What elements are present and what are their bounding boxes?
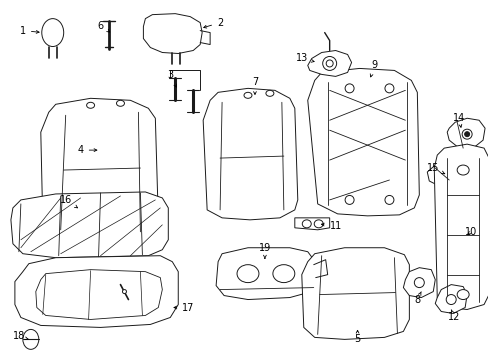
Ellipse shape bbox=[461, 129, 471, 139]
Text: 2: 2 bbox=[203, 18, 223, 28]
Ellipse shape bbox=[322, 57, 336, 71]
Ellipse shape bbox=[446, 294, 455, 305]
Polygon shape bbox=[15, 256, 178, 328]
Text: 10: 10 bbox=[464, 227, 476, 237]
Ellipse shape bbox=[23, 329, 39, 349]
Ellipse shape bbox=[302, 220, 310, 228]
Text: 12: 12 bbox=[447, 310, 459, 323]
Text: 15: 15 bbox=[426, 163, 444, 174]
Polygon shape bbox=[203, 88, 297, 220]
Ellipse shape bbox=[237, 265, 259, 283]
Text: 11: 11 bbox=[321, 221, 341, 231]
Text: 3: 3 bbox=[167, 71, 176, 87]
Polygon shape bbox=[41, 98, 158, 240]
Text: 19: 19 bbox=[258, 243, 270, 258]
Ellipse shape bbox=[86, 102, 94, 108]
Polygon shape bbox=[434, 285, 466, 314]
Ellipse shape bbox=[456, 165, 468, 175]
Text: 13: 13 bbox=[295, 54, 313, 63]
Ellipse shape bbox=[41, 19, 63, 46]
Text: 5: 5 bbox=[354, 330, 360, 345]
Ellipse shape bbox=[456, 289, 468, 300]
Polygon shape bbox=[36, 270, 162, 319]
Text: 7: 7 bbox=[251, 77, 258, 94]
Polygon shape bbox=[307, 50, 351, 76]
Polygon shape bbox=[294, 218, 329, 230]
Text: 16: 16 bbox=[60, 195, 78, 208]
Polygon shape bbox=[433, 144, 488, 310]
Text: 18: 18 bbox=[13, 332, 28, 341]
Polygon shape bbox=[216, 248, 315, 300]
Polygon shape bbox=[143, 14, 202, 54]
Ellipse shape bbox=[464, 132, 468, 137]
Ellipse shape bbox=[413, 278, 424, 288]
Text: 14: 14 bbox=[452, 113, 465, 127]
Text: 6: 6 bbox=[97, 21, 109, 32]
Polygon shape bbox=[427, 162, 462, 186]
Ellipse shape bbox=[384, 195, 393, 204]
Polygon shape bbox=[11, 192, 168, 258]
Text: 1: 1 bbox=[20, 26, 39, 36]
Polygon shape bbox=[301, 248, 408, 339]
Text: 4: 4 bbox=[78, 145, 97, 155]
Text: 9: 9 bbox=[369, 60, 377, 77]
Ellipse shape bbox=[325, 60, 332, 67]
Text: 17: 17 bbox=[174, 302, 194, 312]
Ellipse shape bbox=[345, 84, 353, 93]
Ellipse shape bbox=[116, 100, 124, 106]
Ellipse shape bbox=[314, 220, 323, 228]
Ellipse shape bbox=[272, 265, 294, 283]
Polygon shape bbox=[403, 268, 434, 298]
Ellipse shape bbox=[345, 195, 353, 204]
Polygon shape bbox=[307, 68, 419, 216]
Ellipse shape bbox=[122, 289, 126, 293]
Ellipse shape bbox=[265, 90, 273, 96]
Polygon shape bbox=[447, 118, 484, 148]
Text: 8: 8 bbox=[413, 292, 420, 305]
Ellipse shape bbox=[244, 92, 251, 98]
Ellipse shape bbox=[384, 84, 393, 93]
